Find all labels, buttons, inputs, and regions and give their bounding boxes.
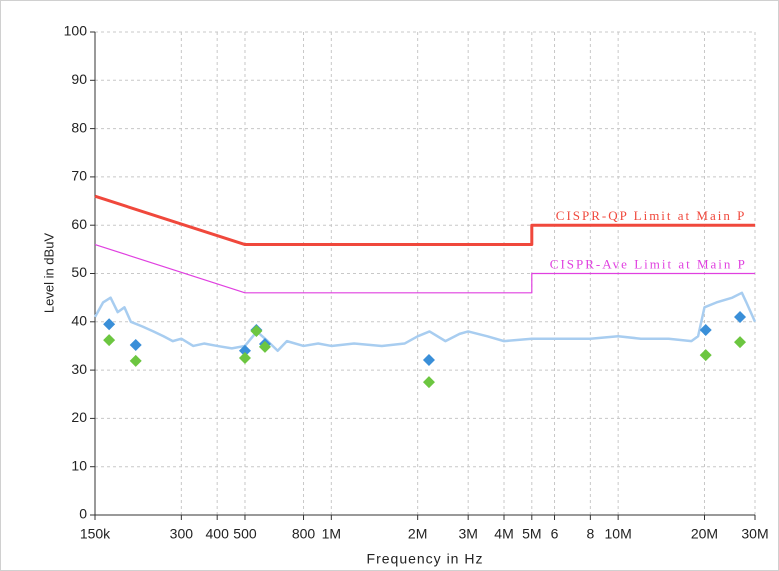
y-tick-label: 20	[71, 409, 87, 425]
limit-label: CISPR-QP Limit at Main P	[556, 208, 747, 223]
data-point	[103, 334, 116, 347]
data-point	[238, 352, 251, 365]
y-tick-label: 90	[71, 71, 87, 87]
y-tick-label: 0	[79, 506, 87, 522]
y-tick-label: 50	[71, 264, 87, 280]
x-tick-label: 8	[586, 526, 594, 542]
data-point	[699, 349, 712, 362]
data-point	[734, 310, 747, 323]
x-tick-label: 5M	[522, 526, 541, 542]
data-point	[129, 354, 142, 367]
x-tick-label: 4M	[494, 526, 513, 542]
y-tick-label: 60	[71, 216, 87, 232]
x-tick-label: 2M	[408, 526, 427, 542]
data-point	[422, 376, 435, 389]
y-tick-label: 30	[71, 361, 87, 377]
x-tick-label: 500	[233, 526, 257, 542]
limit-label: CISPR-Ave Limit at Main P	[550, 256, 747, 271]
x-tick-label: 20M	[691, 526, 718, 542]
data-point	[238, 344, 251, 357]
x-tick-label: 3M	[458, 526, 477, 542]
data-point	[422, 353, 435, 366]
data-point	[250, 324, 263, 337]
y-tick-label: 70	[71, 168, 87, 184]
x-axis-label: Frequency in Hz	[367, 551, 484, 567]
limit-line	[94, 194, 755, 247]
y-tick-label: 40	[71, 313, 87, 329]
x-tick-label: 300	[170, 526, 194, 542]
y-tick-label: 100	[64, 23, 88, 39]
data-point	[699, 324, 712, 337]
data-point	[103, 318, 116, 331]
x-tick-label: 6	[551, 526, 559, 542]
data-point	[129, 338, 142, 351]
x-tick-label: 800	[292, 526, 316, 542]
limit-line	[94, 243, 755, 294]
spectrum-trace	[93, 291, 757, 353]
data-point	[258, 340, 271, 353]
y-axis-label: Level in dBuV	[41, 233, 56, 314]
y-tick-label: 10	[71, 457, 87, 473]
x-tick-label: 30M	[741, 526, 768, 542]
x-tick-label: 10M	[605, 526, 632, 542]
x-tick-label: 150k	[80, 526, 111, 542]
x-tick-label: 1M	[322, 526, 341, 542]
y-tick-label: 80	[71, 119, 87, 135]
x-tick-label: 400	[206, 526, 230, 542]
data-point	[734, 336, 747, 349]
